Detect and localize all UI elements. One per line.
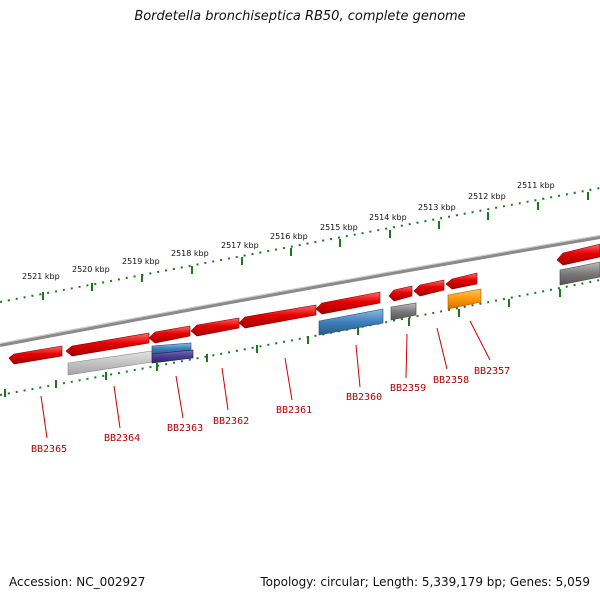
scale-label: 2516 kbp [270, 232, 308, 241]
leader-lines [40, 320, 491, 439]
gene-bb2358 [413, 279, 445, 297]
gene-bb2361 [238, 304, 317, 329]
gene-label: BB2358 [433, 375, 469, 386]
gene-bb2363 [148, 325, 191, 344]
gene-bb2357 [445, 272, 478, 290]
accession-text: Accession: NC_002927 [9, 575, 146, 589]
scale-label: 2521 kbp [22, 272, 60, 281]
feature-orange [447, 288, 482, 310]
gene-label: BB2361 [276, 405, 312, 416]
genome-backbone [0, 235, 600, 347]
gene-label: BB2362 [213, 416, 249, 427]
scale-label: 2512 kbp [468, 192, 506, 201]
feature-gray [390, 302, 417, 321]
scale-label: 2518 kbp [171, 249, 209, 258]
gene-labels: BB2365 BB2364 BB2363 BB2362 BB2361 BB236… [31, 366, 510, 455]
forward-genes [8, 243, 600, 365]
scale-label: 2514 kbp [369, 213, 407, 222]
lower-major-ticks [4, 289, 561, 397]
features [67, 261, 600, 376]
scale-label: 2520 kbp [72, 265, 110, 274]
gene-label: BB2359 [390, 383, 426, 394]
gene-bb2362 [190, 317, 240, 337]
lower-scale-arc [0, 279, 600, 396]
gene-bb2360 [315, 291, 381, 315]
scale-labels: 2521 kbp 2520 kbp 2519 kbp 2518 kbp 2517… [22, 181, 555, 281]
gene-label: BB2363 [167, 423, 203, 434]
feature-blue-large [318, 308, 384, 336]
genome-summary-text: Topology: circular; Length: 5,339,179 bp… [260, 575, 590, 589]
upper-major-ticks [42, 192, 589, 300]
genome-backbone-highlight [0, 235, 600, 344]
feature-purple [151, 349, 194, 364]
feature-dark-gray-edge [559, 261, 600, 286]
scale-label: 2515 kbp [320, 223, 358, 232]
gene-label: BB2357 [474, 366, 510, 377]
scale-label: 2511 kbp [517, 181, 555, 190]
gene-bb2365 [8, 345, 63, 365]
gene-label: BB2365 [31, 444, 67, 455]
gene-bb2364 [65, 332, 150, 357]
scale-label: 2519 kbp [122, 257, 160, 266]
upper-scale-arc [0, 187, 600, 303]
gene-bb2359 [388, 285, 413, 302]
scale-label: 2517 kbp [221, 241, 259, 250]
gene-edge [556, 243, 600, 266]
scale-label: 2513 kbp [418, 203, 456, 212]
gene-label: BB2360 [346, 392, 382, 403]
map-title: Bordetella bronchiseptica RB50, complete… [134, 9, 466, 24]
gene-label: BB2364 [104, 433, 140, 444]
